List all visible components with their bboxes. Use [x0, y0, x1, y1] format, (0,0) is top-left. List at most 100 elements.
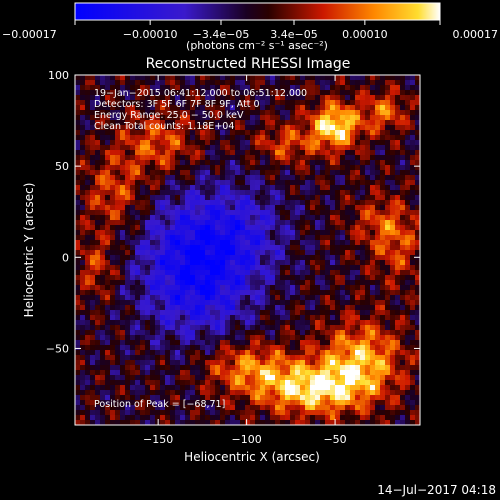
heatmap-pixel — [195, 155, 201, 161]
heatmap-pixel — [150, 135, 156, 141]
heatmap-pixel — [230, 90, 236, 96]
heatmap-pixel — [125, 315, 131, 321]
heatmap-pixel — [165, 125, 171, 131]
heatmap-pixel — [215, 120, 221, 126]
heatmap-pixel — [395, 295, 401, 301]
heatmap-pixel — [400, 250, 406, 256]
heatmap-pixel — [155, 260, 161, 266]
heatmap-pixel — [165, 170, 171, 176]
heatmap-pixel — [195, 215, 201, 221]
heatmap-pixel — [390, 195, 396, 201]
heatmap-pixel — [345, 320, 351, 326]
heatmap-pixel — [195, 95, 201, 101]
heatmap-pixel — [225, 415, 231, 421]
heatmap-pixel — [415, 240, 420, 246]
heatmap-pixel — [215, 355, 221, 361]
heatmap-pixel — [185, 135, 191, 141]
heatmap-pixel — [195, 110, 201, 116]
heatmap-pixel — [410, 225, 416, 231]
heatmap-pixel — [240, 135, 246, 141]
heatmap-pixel — [295, 175, 301, 181]
heatmap-pixel — [250, 160, 256, 166]
heatmap-pixel — [75, 95, 81, 101]
heatmap-pixel — [375, 220, 381, 226]
heatmap-pixel — [185, 165, 191, 171]
heatmap-pixel — [140, 410, 146, 416]
heatmap-pixel — [360, 385, 366, 391]
heatmap-pixel — [100, 155, 106, 161]
heatmap-pixel — [355, 195, 361, 201]
heatmap-pixel — [345, 415, 351, 421]
heatmap-pixel — [390, 285, 396, 291]
heatmap-pixel — [410, 160, 416, 166]
heatmap-pixel — [260, 105, 266, 111]
heatmap-pixel — [370, 135, 376, 141]
heatmap-pixel — [190, 225, 196, 231]
heatmap-pixel — [285, 320, 291, 326]
heatmap-pixel — [130, 415, 136, 421]
heatmap-pixel — [170, 135, 176, 141]
heatmap-pixel — [390, 245, 396, 251]
heatmap-pixel — [80, 215, 86, 221]
heatmap-pixel — [350, 400, 356, 406]
heatmap-pixel — [320, 380, 326, 386]
heatmap-pixel — [235, 175, 241, 181]
heatmap-pixel — [395, 260, 401, 266]
heatmap-pixel — [410, 415, 416, 421]
heatmap-pixel — [335, 355, 341, 361]
heatmap-pixel — [225, 210, 231, 216]
heatmap-pixel — [110, 245, 116, 251]
heatmap-pixel — [210, 125, 216, 131]
heatmap-pixel — [305, 145, 311, 151]
heatmap-pixel — [305, 80, 311, 86]
heatmap-pixel — [280, 250, 286, 256]
heatmap-pixel — [385, 220, 391, 226]
x-tick-label: −50 — [323, 433, 346, 446]
heatmap-pixel — [360, 310, 366, 316]
heatmap-pixel — [180, 375, 186, 381]
heatmap-pixel — [275, 260, 281, 266]
heatmap-pixel — [315, 175, 321, 181]
heatmap-pixel — [260, 100, 266, 106]
y-tick-label: −50 — [46, 342, 69, 355]
heatmap-pixel — [175, 420, 181, 425]
heatmap-pixel — [395, 255, 401, 261]
heatmap-pixel — [155, 310, 161, 316]
heatmap-pixel — [140, 135, 146, 141]
heatmap-pixel — [90, 415, 96, 421]
heatmap-pixel — [315, 80, 321, 86]
heatmap-pixel — [90, 155, 96, 161]
heatmap-pixel — [365, 185, 371, 191]
heatmap-pixel — [290, 90, 296, 96]
heatmap-pixel — [215, 235, 221, 241]
heatmap-pixel — [160, 320, 166, 326]
heatmap-pixel — [345, 280, 351, 286]
heatmap-pixel — [275, 335, 281, 341]
heatmap-pixel — [375, 100, 381, 106]
heatmap-pixel — [230, 170, 236, 176]
heatmap-pixel — [365, 395, 371, 401]
heatmap-pixel — [210, 220, 216, 226]
heatmap-pixel — [150, 145, 156, 151]
heatmap-pixel — [290, 105, 296, 111]
heatmap-pixel — [230, 210, 236, 216]
heatmap-pixel — [330, 280, 336, 286]
heatmap-pixel — [250, 235, 256, 241]
heatmap-pixel — [170, 305, 176, 311]
heatmap-pixel — [415, 115, 420, 121]
heatmap-pixel — [235, 265, 241, 271]
heatmap-pixel — [90, 120, 96, 126]
heatmap-pixel — [360, 190, 366, 196]
heatmap-pixel — [140, 175, 146, 181]
heatmap-pixel — [230, 370, 236, 376]
heatmap-pixel — [115, 280, 121, 286]
heatmap-pixel — [250, 155, 256, 161]
heatmap-pixel — [195, 320, 201, 326]
heatmap-pixel — [385, 80, 391, 86]
heatmap-pixel — [125, 80, 131, 86]
heatmap-pixel — [160, 355, 166, 361]
heatmap-pixel — [310, 405, 316, 411]
heatmap-pixel — [320, 350, 326, 356]
heatmap-pixel — [185, 175, 191, 181]
heatmap-pixel — [410, 205, 416, 211]
